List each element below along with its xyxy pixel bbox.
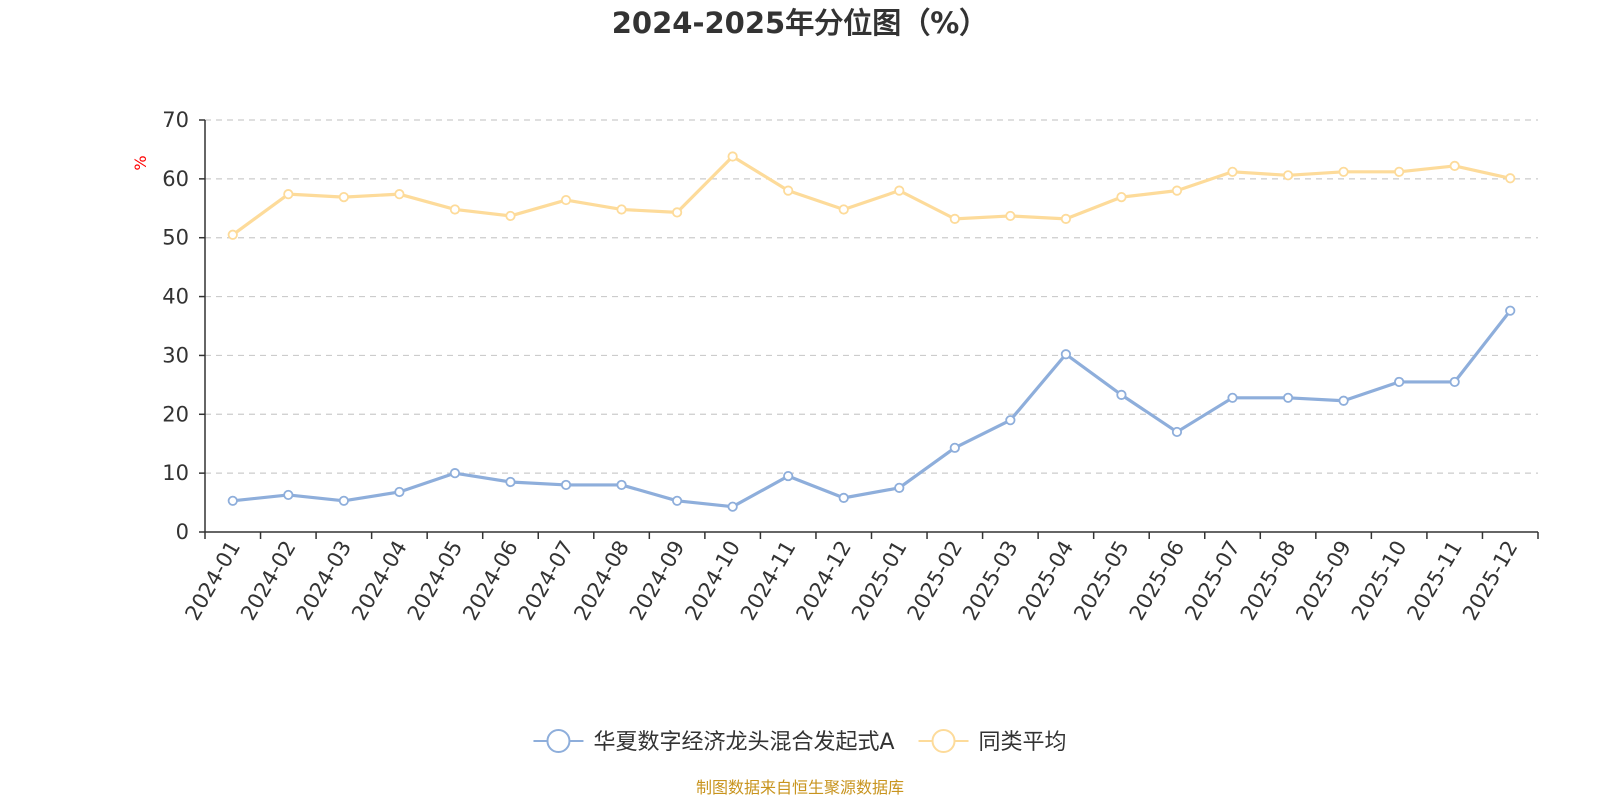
data-point xyxy=(838,204,849,215)
x-tick-label: 2025-07 xyxy=(1180,537,1245,625)
grid-lines xyxy=(205,119,1538,474)
data-point xyxy=(894,185,905,196)
x-tick-label: 2025-05 xyxy=(1069,537,1134,625)
y-tick-label: 60 xyxy=(162,167,189,191)
legend-item-peer-average[interactable]: 同类平均 xyxy=(918,729,1067,755)
y-tick-label: 50 xyxy=(162,226,189,250)
y-tick-label: 0 xyxy=(176,520,189,544)
data-point xyxy=(1505,305,1516,316)
data-point xyxy=(1282,170,1294,181)
x-tick-label: 2025-03 xyxy=(958,537,1023,625)
axes: 0102030405060702024-012024-022024-032024… xyxy=(162,108,1539,625)
data-point xyxy=(560,194,572,206)
source-note: 制图数据来自恒生聚源数据库 xyxy=(696,778,904,797)
data-point xyxy=(672,495,683,506)
data-point xyxy=(338,495,349,506)
data-point xyxy=(1005,415,1016,426)
data-point xyxy=(1116,192,1127,203)
series-fund xyxy=(227,305,1516,512)
data-point xyxy=(1171,426,1183,438)
chart-title: 2024-2025年分位图（%） xyxy=(612,6,989,40)
data-point xyxy=(838,492,849,503)
x-tick-label: 2025-09 xyxy=(1291,537,1356,625)
data-point xyxy=(338,192,349,203)
data-point xyxy=(1449,376,1460,388)
x-tick-label: 2024-02 xyxy=(236,537,301,625)
x-tick-label: 2024-04 xyxy=(347,537,412,625)
x-tick-label: 2025-10 xyxy=(1347,537,1412,625)
x-tick-label: 2025-01 xyxy=(847,537,912,625)
x-tick-label: 2024-11 xyxy=(736,537,801,625)
x-tick-label: 2025-04 xyxy=(1014,537,1079,625)
legend-circle-icon xyxy=(931,729,956,753)
data-point xyxy=(616,204,627,215)
data-point xyxy=(283,189,294,200)
data-point xyxy=(227,229,238,240)
x-tick-label: 2024-12 xyxy=(791,537,856,625)
data-point xyxy=(783,185,794,196)
data-point xyxy=(505,476,516,488)
data-point xyxy=(394,189,405,200)
x-tick-label: 2025-02 xyxy=(902,537,967,625)
data-point xyxy=(1505,173,1516,184)
data-point xyxy=(394,486,405,498)
data-point xyxy=(1171,185,1183,196)
data-point xyxy=(505,210,516,222)
legend-circle-icon xyxy=(546,729,571,753)
y-tick-label: 20 xyxy=(162,402,189,426)
data-point xyxy=(616,479,627,491)
data-point xyxy=(560,479,572,491)
x-tick-label: 2024-09 xyxy=(625,537,690,625)
x-tick-label: 2024-06 xyxy=(458,537,523,625)
data-point xyxy=(949,213,960,224)
y-tick-label: 30 xyxy=(162,343,189,367)
data-point xyxy=(894,482,905,493)
x-tick-label: 2024-07 xyxy=(514,537,579,625)
data-point xyxy=(1227,166,1238,177)
x-tick-label: 2024-03 xyxy=(292,537,357,625)
data-point xyxy=(672,207,683,218)
legend-label: 华夏数字经济龙头混合发起式A xyxy=(593,730,894,755)
series-peer-average xyxy=(227,151,1516,240)
data-point xyxy=(1060,213,1071,224)
data-point xyxy=(1338,395,1349,406)
x-tick-label: 2024-10 xyxy=(680,537,745,625)
data-point xyxy=(227,495,238,506)
data-point xyxy=(1394,376,1405,388)
series-line xyxy=(231,309,1512,509)
y-tick-label: 70 xyxy=(162,108,189,132)
data-point xyxy=(1116,389,1127,400)
data-point xyxy=(1338,166,1349,177)
data-point xyxy=(727,501,738,512)
y-tick-label: 40 xyxy=(162,285,189,309)
x-tick-label: 2025-06 xyxy=(1125,537,1190,625)
x-tick-label: 2025-11 xyxy=(1402,537,1467,625)
y-axis-unit-label: % xyxy=(131,155,150,170)
x-tick-label: 2024-01 xyxy=(180,537,245,625)
series-line xyxy=(231,154,1512,237)
x-tick-label: 2025-08 xyxy=(1236,537,1301,625)
data-point xyxy=(449,204,461,215)
legend-item-fund[interactable]: 华夏数字经济龙头混合发起式A xyxy=(533,729,895,755)
x-tick-label: 2024-05 xyxy=(403,537,468,625)
data-point xyxy=(1060,349,1071,360)
x-tick-label: 2025-12 xyxy=(1458,537,1523,625)
data-point xyxy=(727,151,738,162)
data-point xyxy=(1005,210,1016,222)
x-tick-label: 2024-08 xyxy=(569,537,634,625)
series-layer xyxy=(227,151,1516,512)
data-point xyxy=(783,470,794,482)
data-point xyxy=(1227,392,1238,403)
data-point xyxy=(949,442,960,453)
data-point xyxy=(1282,392,1294,403)
data-point xyxy=(449,468,461,479)
legend-label: 同类平均 xyxy=(979,730,1067,755)
y-tick-label: 10 xyxy=(162,461,189,485)
data-point xyxy=(1394,166,1405,177)
legend[interactable]: 华夏数字经济龙头混合发起式A 同类平均 xyxy=(533,729,1067,755)
data-point xyxy=(1449,160,1460,172)
data-point xyxy=(283,489,294,501)
